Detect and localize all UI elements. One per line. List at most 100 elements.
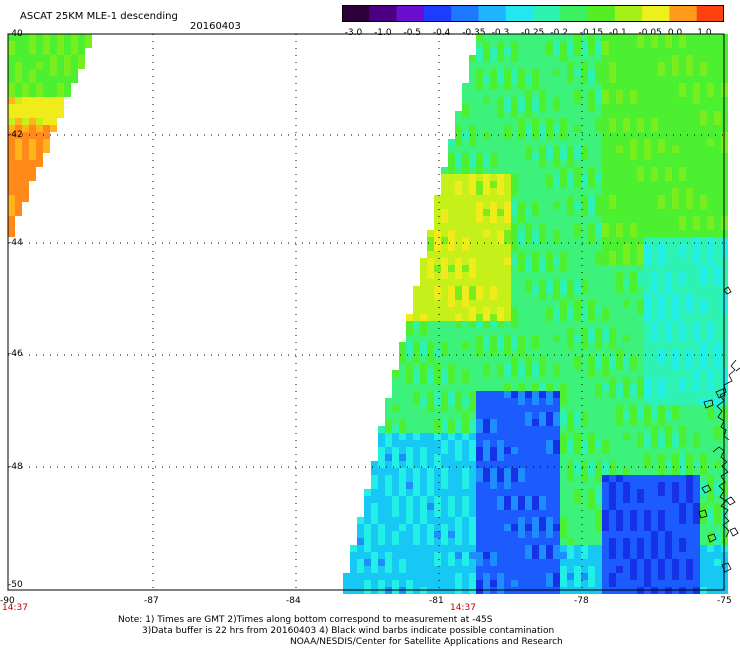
data-cell: [539, 370, 546, 377]
data-cell: [686, 69, 693, 76]
data-cell: [707, 573, 714, 580]
data-cell: [455, 342, 462, 349]
data-cell: [476, 342, 483, 349]
data-cell: [602, 321, 609, 328]
data-cell: [588, 335, 595, 342]
data-cell: [686, 475, 693, 482]
data-cell: [504, 419, 511, 426]
colorbar-swatch: [533, 5, 561, 21]
data-cell: [539, 545, 546, 552]
data-cell: [679, 342, 686, 349]
data-cell: [567, 69, 574, 76]
data-cell: [378, 461, 385, 468]
data-cell: [581, 426, 588, 433]
data-cell: [581, 55, 588, 62]
data-cell: [371, 468, 378, 475]
data-cell: [616, 573, 623, 580]
data-cell: [490, 468, 497, 475]
data-cell: [553, 69, 560, 76]
data-cell: [700, 237, 707, 244]
data-cell: [462, 412, 469, 419]
data-cell: [532, 356, 539, 363]
data-cell: [602, 328, 609, 335]
data-cell: [637, 363, 644, 370]
data-cell: [609, 531, 616, 538]
data-cell: [602, 377, 609, 384]
data-cell: [637, 580, 644, 587]
data-cell: [525, 104, 532, 111]
data-cell: [434, 426, 441, 433]
data-cell: [413, 531, 420, 538]
data-cell: [686, 139, 693, 146]
data-cell: [413, 510, 420, 517]
data-cell: [441, 559, 448, 566]
data-cell: [22, 111, 29, 118]
data-cell: [455, 447, 462, 454]
data-cell: [623, 510, 630, 517]
data-cell: [574, 244, 581, 251]
data-cell: [574, 566, 581, 573]
data-cell: [595, 314, 602, 321]
data-cell: [406, 552, 413, 559]
data-cell: [518, 97, 525, 104]
data-cell: [399, 580, 406, 587]
data-cell: [679, 489, 686, 496]
data-cell: [490, 258, 497, 265]
data-cell: [693, 34, 700, 41]
data-cell: [483, 237, 490, 244]
data-cell: [399, 384, 406, 391]
data-cell: [602, 181, 609, 188]
data-cell: [595, 538, 602, 545]
data-cell: [546, 90, 553, 97]
data-cell: [651, 34, 658, 41]
data-cell: [448, 251, 455, 258]
data-cell: [581, 363, 588, 370]
data-cell: [532, 321, 539, 328]
data-cell: [399, 419, 406, 426]
data-cell: [623, 482, 630, 489]
data-cell: [707, 202, 714, 209]
data-cell: [595, 146, 602, 153]
data-cell: [553, 181, 560, 188]
data-cell: [595, 349, 602, 356]
data-cell: [602, 370, 609, 377]
data-cell: [686, 76, 693, 83]
data-cell: [665, 447, 672, 454]
data-cell: [518, 454, 525, 461]
data-cell: [553, 167, 560, 174]
data-cell: [616, 440, 623, 447]
data-cell: [637, 265, 644, 272]
data-cell: [434, 405, 441, 412]
data-cell: [525, 349, 532, 356]
data-cell: [532, 580, 539, 587]
data-cell: [504, 545, 511, 552]
data-cell: [441, 412, 448, 419]
data-cell: [483, 181, 490, 188]
data-cell: [462, 335, 469, 342]
data-cell: [539, 223, 546, 230]
data-cell: [476, 97, 483, 104]
data-cell: [595, 188, 602, 195]
data-cell: [714, 209, 721, 216]
data-cell: [392, 412, 399, 419]
data-cell: [665, 132, 672, 139]
data-cell: [455, 384, 462, 391]
data-cell: [378, 426, 385, 433]
data-cell: [427, 468, 434, 475]
data-cell: [595, 209, 602, 216]
data-cell: [504, 174, 511, 181]
data-cell: [504, 440, 511, 447]
data-cell: [462, 510, 469, 517]
data-cell: [602, 279, 609, 286]
data-cell: [595, 139, 602, 146]
data-cell: [518, 181, 525, 188]
lon-label: -87: [144, 596, 159, 606]
data-cell: [630, 139, 637, 146]
data-cell: [532, 538, 539, 545]
data-cell: [686, 41, 693, 48]
data-cell: [511, 139, 518, 146]
data-cell: [378, 566, 385, 573]
data-cell: [546, 573, 553, 580]
data-cell: [497, 97, 504, 104]
data-cell: [693, 335, 700, 342]
